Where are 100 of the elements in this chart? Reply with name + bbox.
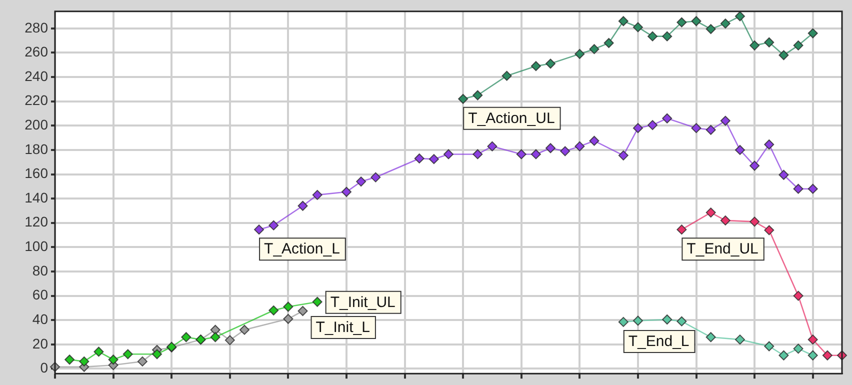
point xyxy=(210,332,220,342)
point xyxy=(676,224,687,235)
point xyxy=(648,31,658,42)
point xyxy=(720,116,730,126)
point xyxy=(268,220,279,230)
point xyxy=(808,350,818,360)
point xyxy=(778,350,789,360)
point xyxy=(283,314,294,324)
series-label: T_Init_L xyxy=(316,319,370,336)
point xyxy=(414,153,424,164)
point xyxy=(589,44,600,54)
point xyxy=(764,139,774,150)
series-label: T_Action_UL xyxy=(468,110,555,128)
point xyxy=(750,160,760,171)
y-tick-label: 100 xyxy=(24,238,48,254)
point xyxy=(662,113,672,124)
point xyxy=(706,24,716,34)
y-tick-label: 0 xyxy=(40,360,48,376)
point xyxy=(764,225,774,236)
point xyxy=(750,40,760,50)
y-tick-label: 240 xyxy=(24,68,48,84)
y-tick-label: 80 xyxy=(32,262,48,278)
point xyxy=(764,341,774,352)
point xyxy=(734,11,745,22)
y-tick-label: 260 xyxy=(24,44,48,60)
point xyxy=(428,154,439,164)
y-tick-label: 160 xyxy=(24,165,48,182)
point xyxy=(79,356,90,366)
point xyxy=(210,324,220,335)
point xyxy=(618,316,628,327)
point xyxy=(764,37,774,48)
y-tick-label: 220 xyxy=(24,92,48,108)
point xyxy=(662,314,672,325)
point xyxy=(676,17,687,28)
y-tick-label: 180 xyxy=(24,140,48,157)
point xyxy=(822,350,832,360)
point xyxy=(94,346,104,357)
point xyxy=(662,31,672,42)
y-tick-label: 140 xyxy=(24,189,48,206)
point xyxy=(589,136,600,146)
point xyxy=(64,354,75,365)
point xyxy=(734,334,745,345)
point xyxy=(793,344,804,354)
point xyxy=(444,149,454,160)
point xyxy=(546,58,556,69)
point xyxy=(793,184,804,194)
point xyxy=(298,200,308,211)
y-tick-label: 60 xyxy=(32,286,48,303)
point xyxy=(152,349,162,360)
y-tick-label: 200 xyxy=(24,116,48,133)
point xyxy=(370,172,381,182)
point xyxy=(574,48,585,59)
point xyxy=(648,120,658,130)
point xyxy=(530,149,541,160)
point xyxy=(676,316,687,326)
point xyxy=(778,170,789,180)
series-label: T_Action_L xyxy=(264,240,340,258)
point xyxy=(778,50,789,60)
point xyxy=(181,332,192,342)
point xyxy=(530,61,541,72)
point xyxy=(239,324,250,335)
point xyxy=(632,123,643,134)
point xyxy=(808,334,818,345)
point xyxy=(122,349,133,360)
point xyxy=(793,40,804,50)
point xyxy=(487,141,498,152)
point xyxy=(574,141,585,152)
point xyxy=(254,224,264,235)
series-label: T_End_UL xyxy=(686,240,758,258)
point xyxy=(516,149,526,160)
series-label: T_End_L xyxy=(628,333,690,350)
point xyxy=(750,216,760,227)
point xyxy=(546,143,556,154)
point xyxy=(472,90,483,100)
y-tick-label: 20 xyxy=(32,335,48,352)
point xyxy=(137,356,148,366)
point xyxy=(793,290,804,301)
point xyxy=(734,144,745,155)
point xyxy=(458,94,468,104)
series-label: T_Init_UL xyxy=(330,294,396,312)
point xyxy=(720,215,730,226)
y-tick-label: 280 xyxy=(24,19,48,36)
point xyxy=(298,306,308,316)
point xyxy=(268,305,279,316)
point xyxy=(691,123,702,134)
point xyxy=(604,38,614,48)
point xyxy=(808,28,818,38)
y-tick-label: 120 xyxy=(24,214,48,230)
point xyxy=(312,190,322,200)
y-tick-label: 40 xyxy=(32,310,48,327)
point xyxy=(341,186,352,197)
point xyxy=(224,335,235,346)
point xyxy=(706,208,716,218)
point xyxy=(706,124,716,135)
point xyxy=(618,16,628,26)
point xyxy=(502,70,512,81)
point xyxy=(108,354,118,365)
point xyxy=(691,16,702,26)
point xyxy=(632,22,643,32)
point xyxy=(808,184,818,194)
